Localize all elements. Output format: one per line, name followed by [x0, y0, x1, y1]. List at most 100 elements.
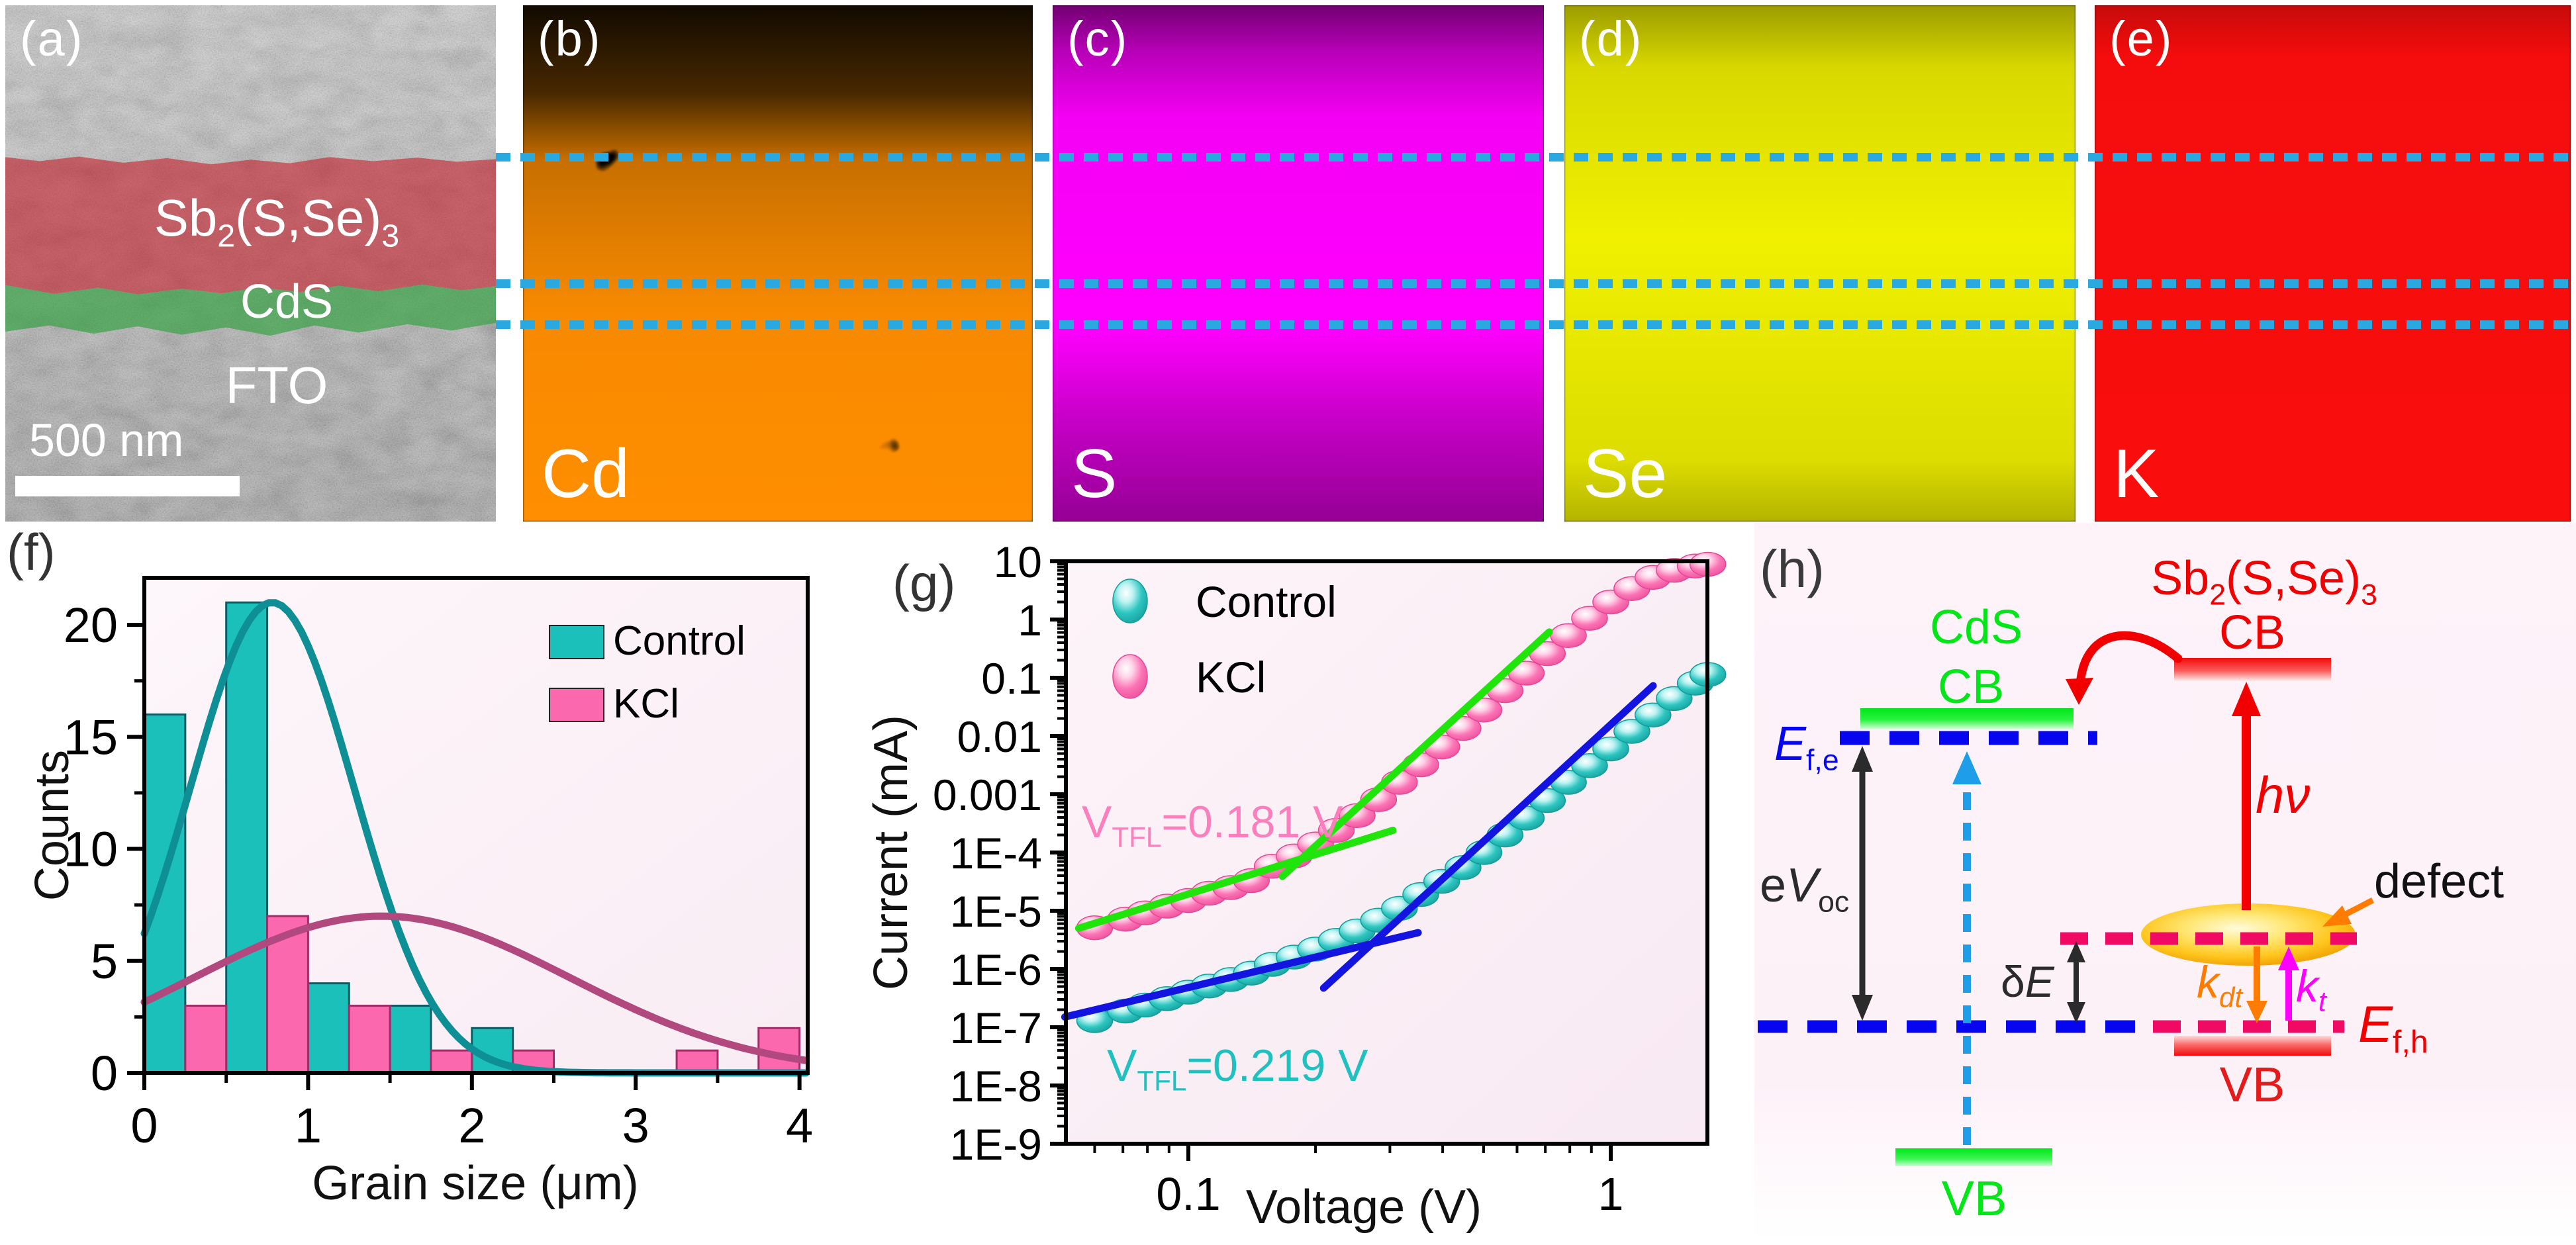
kdt-arrowhead: [2246, 1001, 2267, 1023]
panel-a-letter: (a): [20, 11, 84, 66]
evoc-arrowhead-down: [1852, 995, 1873, 1021]
g-xlabel: Voltage (V): [1245, 1181, 1482, 1234]
efh-label: Ef,h: [2358, 995, 2428, 1060]
y-tick-label: 1E-9: [950, 1120, 1042, 1169]
hv-arrowhead: [2232, 682, 2261, 716]
legend-swatch-kcl: [549, 688, 604, 722]
x-tick-label: 0: [130, 1098, 158, 1153]
sclc-svg: 10 1 0.1 0.01 0.001 1E-4 1E-5 1E-6 1E-7 1E-8 1E-9 0…: [933, 537, 1727, 1220]
series-kcl: [1076, 551, 1727, 941]
y-tick-label: 20: [64, 598, 118, 653]
eds-profile-overlay: [2095, 5, 2571, 522]
cds-excitation-arrowhead: [1952, 751, 1981, 784]
bar-control: [389, 1004, 432, 1074]
electron-transfer-arrowhead: [2066, 678, 2093, 705]
eds-profile-overlay: [523, 5, 1033, 522]
y-tick-label: 5: [91, 934, 118, 989]
defect-label: defect: [2374, 855, 2504, 908]
y-tick-label: 15: [64, 710, 118, 764]
cds-label: CdS: [240, 275, 334, 328]
panel-e-letter: (e): [2109, 11, 2173, 66]
fit-line-control-tfl: [1319, 682, 1657, 992]
element-label-s: S: [1071, 436, 1118, 512]
evoc-arrowhead-up: [1852, 746, 1873, 772]
guide-line-3: [496, 320, 2571, 329]
data-point-control: [1635, 702, 1672, 727]
y-tick-label: 1: [1018, 596, 1042, 645]
fit-line-kcl-ohmic: [1074, 827, 1397, 932]
band-diagram-panel: (h) Sb2(S,Se)3 CB CdS CB Ef,e eVoc hν de…: [1754, 523, 2576, 1242]
y-tick-label: 10: [64, 822, 118, 877]
eds-map-cd: [523, 5, 1033, 522]
sclc-plot: 10 1 0.1 0.01 0.001 1E-4 1E-5 1E-6 1E-7 1E-8 1E-9 0…: [861, 523, 1754, 1242]
y-tick-label: 10: [994, 537, 1042, 586]
legend-label-kcl: KCl: [613, 681, 679, 727]
panel-g-letter: (g): [892, 554, 956, 612]
x-tick-label: 4: [786, 1098, 813, 1153]
sb-cb-bar: [2174, 658, 2331, 681]
element-label-se: Se: [1583, 436, 1668, 512]
data-point-kcl: [1571, 606, 1608, 631]
f-xlabel: Grain size (μm): [312, 1157, 639, 1210]
y-tick-label: 1E-8: [950, 1062, 1042, 1111]
data-point-control: [1571, 753, 1608, 778]
scalebar-label: 500 nm: [29, 414, 184, 466]
eds-map-s: [1053, 5, 1544, 522]
eds-panel-k: (e) K: [2095, 5, 2571, 522]
x-tick-label: 0.1: [1156, 1168, 1220, 1220]
element-label-k: K: [2113, 436, 2160, 512]
kt-label: kt: [2296, 961, 2326, 1017]
cds-vb-bar: [1895, 1148, 2052, 1166]
data-point-control: [1656, 686, 1693, 712]
bar-control: [307, 982, 350, 1074]
kdt-label: kdt: [2197, 957, 2243, 1013]
bar-control: [143, 713, 187, 1074]
x-tick-label: 1: [1598, 1168, 1624, 1220]
vtfl-kcl-annotation: VTFL=0.181 V: [1082, 797, 1343, 853]
eds-map-se: [1564, 5, 2075, 522]
eds-profile-overlay: [1564, 5, 2075, 522]
bar-kcl: [430, 1049, 473, 1074]
eds-map-k: [2095, 5, 2571, 522]
legend-swatch-control: [549, 625, 604, 659]
cds-material-label: CdS: [1929, 601, 2023, 654]
y-tick-label: 1E-4: [950, 829, 1042, 878]
band-diagram-overlay: [1758, 631, 2375, 1145]
eds-panel-cd: (b) Cd: [523, 5, 1033, 522]
eds-panel-s: (c) S: [1053, 5, 1544, 522]
x-tick-label: 2: [458, 1098, 485, 1153]
data-point-control: [1613, 719, 1650, 744]
cds-vb-label: VB: [1941, 1171, 2007, 1226]
deltaE-label: δE: [2001, 957, 2054, 1006]
legend-label-kcl: KCl: [1196, 653, 1266, 702]
legend-marker-control: [1112, 578, 1148, 623]
sb-cb-label: CB: [2218, 606, 2286, 659]
panel-b-letter: (b): [538, 11, 602, 66]
legend-label-control: Control: [1196, 577, 1337, 626]
y-tick-label: 0: [91, 1046, 118, 1101]
efe-label: Ef,e: [1774, 717, 1839, 777]
absorber-label: Sb2(S,Se)3: [154, 189, 400, 254]
cds-cb-bar: [1860, 708, 2074, 729]
bar-kcl: [184, 1004, 228, 1074]
y-tick-label: 1E-6: [950, 945, 1042, 994]
y-tick-label: 1E-5: [950, 887, 1042, 936]
electron-transfer-arrow: [2075, 631, 2183, 690]
fit-curve-kcl: [140, 912, 810, 1064]
panel-f-letter: (f): [7, 523, 56, 581]
f-ylabel: Counts: [26, 749, 79, 901]
deltaE-arrowhead-down: [2067, 1002, 2085, 1023]
x-tick-label: 3: [622, 1098, 649, 1153]
data-point-control: [1592, 736, 1629, 762]
sem-cross-section-panel: (a) Sb2(S,Se)3 CdS FTO 500 nm: [5, 5, 496, 522]
eds-panel-se: (d) Se: [1564, 5, 2075, 522]
panel-c-letter: (c): [1067, 11, 1129, 66]
y-tick-label: 1E-7: [950, 1003, 1042, 1052]
g-ylabel: Current (mA): [865, 714, 918, 991]
sb-material-label: Sb2(S,Se)3: [2151, 552, 2377, 612]
deltaE-arrowhead-up: [2067, 941, 2085, 962]
kt-arrowhead: [2278, 946, 2299, 970]
guide-line-1: [496, 153, 2571, 161]
sb-vb-label: VB: [2219, 1057, 2285, 1112]
